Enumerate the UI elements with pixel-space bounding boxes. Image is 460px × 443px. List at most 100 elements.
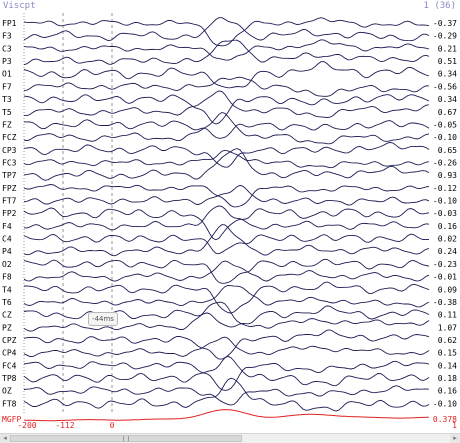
- channel-trace: [23, 39, 430, 66]
- channel-label: OZ: [2, 387, 12, 396]
- scroll-right-arrow-icon[interactable]: ▸: [450, 434, 460, 443]
- channel-label: T6: [2, 298, 12, 307]
- channel-value: 0.93: [438, 171, 457, 180]
- channel-value: -0.12: [433, 184, 457, 193]
- channel-label: T5: [2, 108, 12, 117]
- channel-value: 0.21: [438, 44, 457, 53]
- channel-label: C3: [2, 44, 12, 53]
- channel-value: -0.05: [433, 120, 457, 129]
- channel-value: 1.07: [438, 323, 457, 332]
- channel-trace: [23, 76, 430, 97]
- channel-value: 0.16: [438, 222, 457, 231]
- channel-trace: [24, 119, 430, 139]
- channel-value: -0.23: [433, 260, 457, 269]
- channel-trace: [23, 224, 430, 257]
- channel-value: -0.10: [433, 133, 457, 142]
- scroll-left-arrow-icon[interactable]: ◂: [0, 434, 10, 443]
- channel-value: 0.65: [438, 146, 457, 155]
- channel-value: 0.62: [438, 336, 457, 345]
- channel-label: TP7: [2, 171, 17, 180]
- channel-value: 0.24: [438, 247, 457, 256]
- gfp-trace: [23, 409, 430, 422]
- horizontal-scrollbar[interactable]: ◂ ▸: [0, 433, 460, 443]
- channel-value: -0.10: [433, 197, 457, 206]
- channel-trace: [23, 285, 430, 308]
- channel-trace: [23, 61, 430, 89]
- channel-label: O1: [2, 70, 12, 79]
- channel-label: CP4: [2, 349, 17, 358]
- channel-trace: [23, 233, 430, 255]
- channel-label: TP8: [2, 374, 17, 383]
- time-tick-label: -112: [55, 421, 74, 430]
- channel-trace: [23, 39, 430, 61]
- channel-trace: [23, 149, 430, 169]
- channel-trace: [23, 148, 430, 181]
- channel-value: 0.09: [438, 285, 457, 294]
- channel-label: P4: [2, 247, 12, 256]
- time-tick-label: -200: [17, 421, 36, 430]
- channel-label: FP1: [2, 19, 17, 28]
- channel-label: T4: [2, 285, 12, 294]
- channel-label: FC4: [2, 361, 17, 370]
- channel-label: C4: [2, 235, 12, 244]
- channel-label: FT7: [2, 197, 17, 206]
- channel-trace: [23, 301, 430, 332]
- channel-value: 0.16: [438, 387, 457, 396]
- channel-value: -0.03: [433, 209, 457, 218]
- channel-value: 0.51: [438, 57, 457, 66]
- channel-trace: [23, 385, 430, 406]
- channel-trace: [23, 329, 430, 360]
- channel-trace: [23, 205, 430, 231]
- channel-value: -0.37: [433, 19, 457, 28]
- channel-value: -0.38: [433, 298, 457, 307]
- gfp-value: 0.378: [433, 415, 457, 424]
- channel-label: CZ: [2, 311, 12, 320]
- channel-label: F3: [2, 32, 12, 41]
- channel-value: 0.11: [438, 311, 457, 320]
- channel-trace: [23, 258, 430, 284]
- channel-value: -0.56: [433, 82, 457, 91]
- channel-label: FCZ: [2, 133, 17, 142]
- channel-trace: [23, 377, 430, 412]
- channel-label: PZ: [2, 323, 12, 332]
- channel-label: F8: [2, 273, 12, 282]
- view-title: Viscpt: [3, 1, 36, 11]
- channel-value: -0.26: [433, 158, 457, 167]
- grip-icon: [123, 436, 129, 441]
- channel-value: 0.34: [438, 70, 457, 79]
- channel-trace: [23, 184, 430, 208]
- channel-label: P3: [2, 57, 12, 66]
- channel-value: -0.10: [433, 399, 457, 408]
- channel-label: CPZ: [2, 336, 17, 345]
- channel-label: FP2: [2, 209, 17, 218]
- channel-value: 0.14: [438, 361, 457, 370]
- channel-value: 0.67: [438, 108, 457, 117]
- channel-trace: [23, 17, 430, 42]
- channel-label: O2: [2, 260, 12, 269]
- waveform-plot[interactable]: FP1 -0.37 F3 -0.29 C3 0.21 P3 0.51 O1 0.34 F7 -0.56…: [0, 0, 460, 433]
- channel-trace: [23, 90, 430, 118]
- channel-label: FT8: [2, 399, 17, 408]
- channel-trace: [23, 112, 430, 145]
- scrollbar-thumb[interactable]: [10, 435, 242, 442]
- time-axis-end-label: 1: [452, 421, 457, 430]
- channel-label: F7: [2, 82, 12, 91]
- channel-trace: [23, 141, 430, 168]
- time-tick-label: 0: [110, 421, 115, 430]
- gfp-label: MGFP: [2, 415, 21, 424]
- channel-label: F4: [2, 222, 12, 231]
- channel-value: 0.18: [438, 374, 457, 383]
- channel-value: -0.01: [433, 273, 457, 282]
- channel-value: -0.29: [433, 32, 457, 41]
- cursor-time-tooltip: -44ms: [88, 312, 118, 326]
- channel-label: FC3: [2, 158, 17, 167]
- channel-trace: [23, 184, 430, 206]
- channel-value: 0.34: [438, 95, 457, 104]
- channel-label: CP3: [2, 146, 17, 155]
- channel-label: FZ: [2, 120, 12, 129]
- channel-value: 0.15: [438, 349, 457, 358]
- channel-trace: [23, 305, 430, 328]
- channel-trace: [23, 260, 430, 282]
- channel-trace: [23, 281, 430, 314]
